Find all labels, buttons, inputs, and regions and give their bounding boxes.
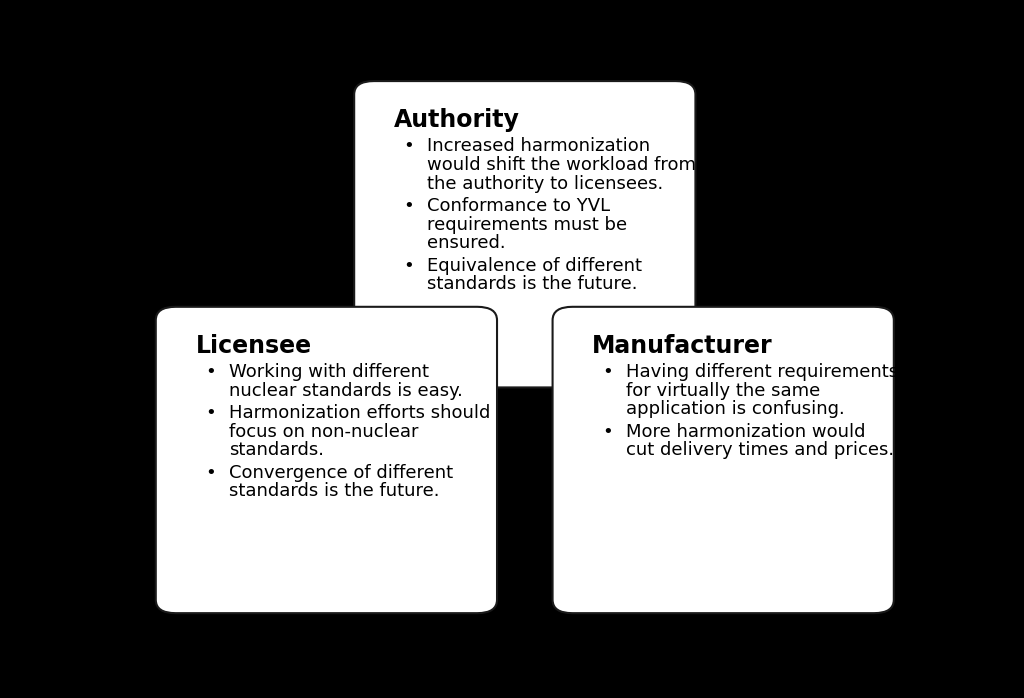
Text: •: • (403, 137, 414, 155)
Text: •: • (403, 197, 414, 215)
Text: •: • (403, 257, 414, 274)
Text: the authority to licensees.: the authority to licensees. (427, 174, 664, 193)
Text: focus on non-nuclear: focus on non-nuclear (228, 422, 418, 440)
Text: •: • (602, 422, 612, 440)
Text: Convergence of different: Convergence of different (228, 463, 453, 482)
Text: Manufacturer: Manufacturer (592, 334, 773, 357)
Text: Working with different: Working with different (228, 363, 429, 381)
Text: application is confusing.: application is confusing. (626, 401, 845, 418)
Text: ensured.: ensured. (427, 235, 506, 253)
Text: standards is the future.: standards is the future. (228, 482, 439, 500)
Text: •: • (205, 463, 216, 482)
Text: •: • (205, 363, 216, 381)
Text: Increased harmonization: Increased harmonization (427, 137, 650, 155)
Text: Authority: Authority (394, 108, 520, 132)
Text: requirements must be: requirements must be (427, 216, 628, 234)
Text: Licensee: Licensee (196, 334, 311, 357)
Text: Conformance to YVL: Conformance to YVL (427, 197, 610, 215)
Text: More harmonization would: More harmonization would (626, 422, 865, 440)
Text: Equivalence of different: Equivalence of different (427, 257, 642, 274)
Text: Harmonization efforts should: Harmonization efforts should (228, 403, 490, 422)
Text: would shift the workload from: would shift the workload from (427, 156, 696, 174)
Text: cut delivery times and prices.: cut delivery times and prices. (626, 441, 894, 459)
FancyBboxPatch shape (156, 307, 497, 613)
Text: nuclear standards is easy.: nuclear standards is easy. (228, 382, 463, 399)
Text: standards is the future.: standards is the future. (427, 276, 638, 293)
FancyBboxPatch shape (354, 81, 695, 387)
FancyBboxPatch shape (553, 307, 894, 613)
Text: Having different requirements: Having different requirements (626, 363, 898, 381)
Text: •: • (602, 363, 612, 381)
Text: •: • (205, 403, 216, 422)
Text: standards.: standards. (228, 441, 324, 459)
Text: for virtually the same: for virtually the same (626, 382, 820, 399)
